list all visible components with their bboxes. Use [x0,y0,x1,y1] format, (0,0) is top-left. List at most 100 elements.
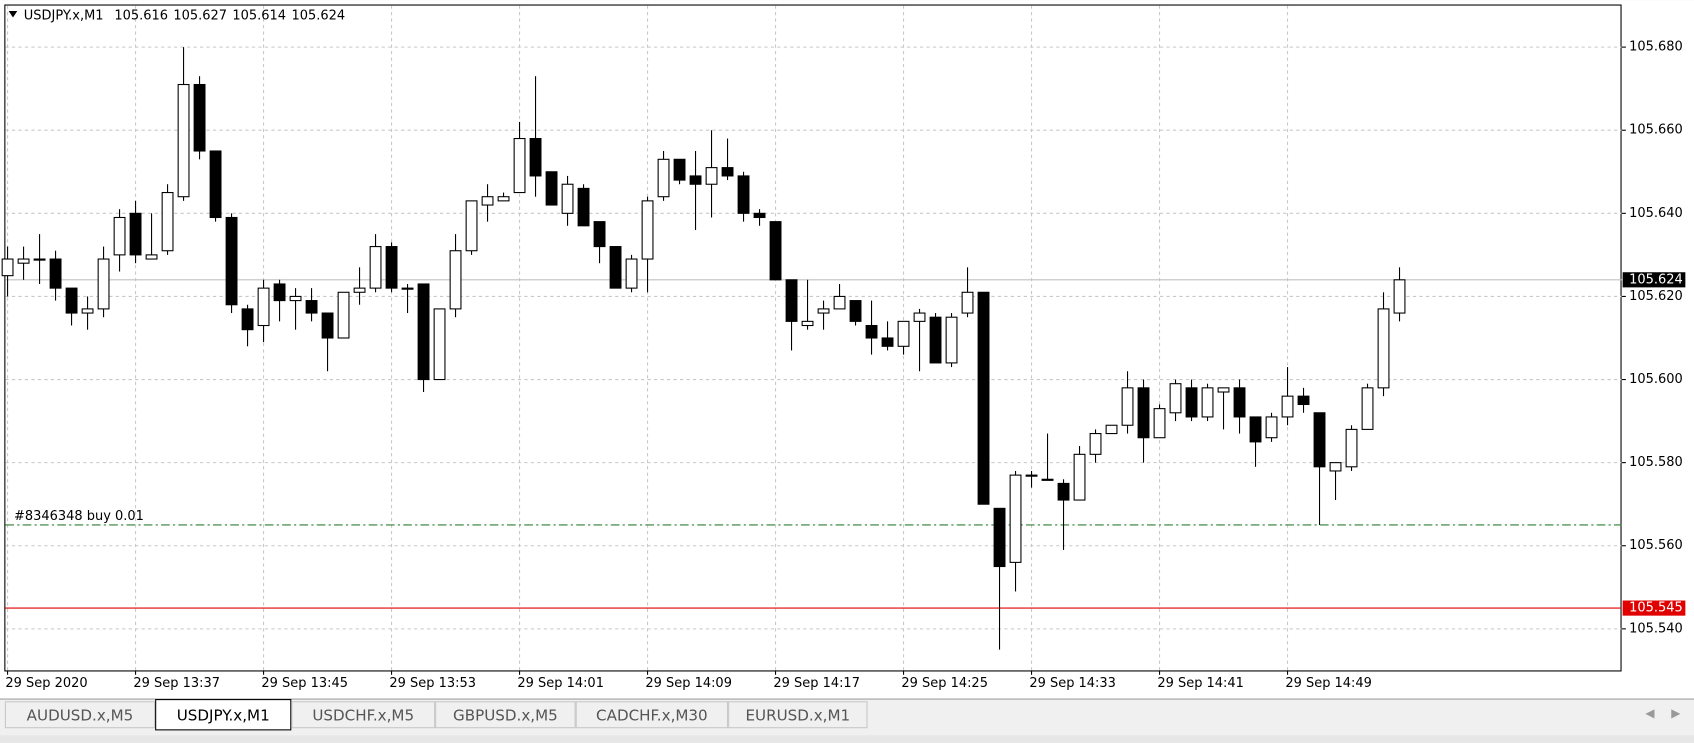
candle-body [337,291,350,339]
candle-body [129,212,142,256]
candle-body [833,295,846,310]
candle-body [673,158,686,181]
candle-body [1217,387,1230,393]
candle-body [593,221,606,248]
candle-body [1,258,14,277]
level_line-value: 105.545 [1629,601,1683,616]
candle-body [417,283,430,381]
tab-scroll-right[interactable]: ▶ [1671,706,1681,720]
candle-body [193,83,206,152]
y-tick-label: 105.580 [1629,455,1683,470]
tab-background [728,701,868,729]
candle-body [1041,478,1054,481]
tab-scroll-left[interactable]: ◀ [1645,706,1655,720]
candle-body [481,196,494,206]
candle-body [385,246,398,289]
tab-background [291,701,436,729]
candle-body [1073,453,1086,501]
y-tick-label: 105.560 [1629,538,1683,553]
candle-body [689,175,702,185]
tab-label: AUDUSD.x,M5 [27,706,134,724]
candle-body [449,250,462,310]
tab[interactable]: EURUSD.x,M1 [728,701,868,729]
candle-body [705,167,718,185]
tab-background [575,701,729,729]
candle-body [113,216,126,256]
candle-body [801,320,814,327]
header-toggle[interactable] [8,10,18,18]
candle-body [353,287,366,293]
tab[interactable]: GBPUSD.x,M5 [435,701,576,729]
candle-body [561,183,574,214]
candle-body [433,308,446,381]
x-tick-label: 29 Sep 14:33 [1029,676,1116,691]
candle-body [721,167,734,177]
candle-body [737,175,750,214]
candle-body [609,246,622,289]
candle-body [1089,433,1102,455]
level_line-box [1622,600,1686,616]
x-tick-label: 29 Sep 13:45 [261,676,348,691]
tab-label: CADCHF.x,M30 [596,706,708,724]
y-tick-label: 105.540 [1629,621,1683,636]
candle-body [1137,387,1150,439]
candle-body [97,258,110,310]
candle-body [993,507,1006,568]
candle-body [977,291,990,505]
candles [1,47,1406,650]
tab[interactable]: USDCHF.x,M5 [291,701,436,729]
candle-body [465,200,478,252]
candle-body [17,258,30,264]
status-strip [0,735,1694,743]
symbol: USDJPY.x,M1 [24,8,104,23]
candle-body [273,283,286,302]
candle-body [1345,428,1358,468]
candle-body [897,320,910,347]
header-high: 105.627 [173,8,227,23]
tab-label: EURUSD.x,M1 [745,706,850,724]
header-open: 105.616 [114,8,168,23]
price_line-box [1622,272,1686,288]
candle-body [769,221,782,281]
candle-body [161,192,174,252]
tab-label: GBPUSD.x,M5 [453,706,558,724]
tab[interactable]: AUDUSD.x,M5 [4,701,156,729]
y-tick-label: 105.680 [1629,40,1683,55]
candle-body [849,300,862,322]
candle-body [625,258,638,289]
candle-body [753,212,766,219]
candle-body [577,187,590,227]
tab-background [435,701,576,729]
chart-background [0,0,1694,699]
candle-body [1361,387,1374,430]
tab-background [4,701,156,729]
y-tick-label: 105.620 [1629,289,1683,304]
candle-body [225,216,238,306]
candle-body [1057,482,1070,501]
candle-body [369,246,382,289]
candle-body [1169,383,1182,414]
chart-header: USDJPY.x,M1 105.616 105.627 105.614 105.624 [24,8,345,23]
candle-body [1153,408,1166,439]
candle-body [1377,308,1390,389]
x-tick-label: 29 Sep 14:25 [901,676,988,691]
candle-body [1009,474,1022,563]
candle-body [321,312,334,339]
candle-body [241,308,254,331]
candle-body [513,137,526,194]
candle-body [81,308,94,314]
tab-background [155,699,292,731]
candle-body [785,279,798,322]
candle-body [1025,474,1038,477]
candle-body [49,258,62,289]
header-low: 105.614 [232,8,286,23]
tab[interactable]: CADCHF.x,M30 [575,701,729,729]
x-tick-label: 29 Sep 14:17 [773,676,860,691]
order-label: #8346348 buy 0.01 [14,509,144,524]
candle-body [1201,387,1214,418]
candle-body [1185,387,1198,418]
candle-body [1233,387,1246,418]
tab[interactable]: USDJPY.x,M1 [155,699,292,731]
